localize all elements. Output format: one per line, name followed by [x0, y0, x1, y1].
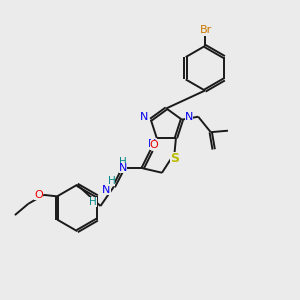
- Text: H: H: [89, 197, 97, 208]
- Text: S: S: [170, 152, 179, 165]
- Text: N: N: [140, 112, 148, 122]
- Text: H: H: [108, 176, 115, 186]
- Text: Br: Br: [200, 25, 213, 34]
- Text: O: O: [34, 190, 43, 200]
- Text: O: O: [150, 140, 158, 149]
- Text: N: N: [148, 139, 157, 149]
- Text: N: N: [102, 185, 111, 195]
- Text: H: H: [119, 157, 127, 167]
- Text: N: N: [118, 163, 127, 173]
- Text: N: N: [185, 112, 193, 122]
